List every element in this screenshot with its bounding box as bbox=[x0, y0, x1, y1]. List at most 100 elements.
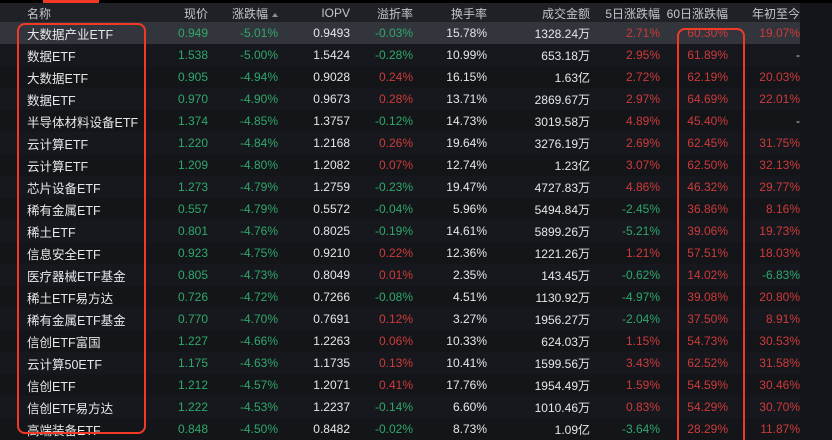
header-cell-d5[interactable]: 5日涨跌幅 bbox=[590, 4, 660, 22]
table-row[interactable]: 云计算50ETF 1.175 -4.63% 1.1735 0.13% 10.41% 1599… bbox=[0, 352, 800, 374]
table-row[interactable]: 信创ETF易方达 1.222 -4.53% 1.2237 -0.14% 6.60% 1010… bbox=[0, 396, 800, 418]
cell-ytd: 20.80% bbox=[759, 290, 800, 304]
table-row[interactable]: 稀土ETF易方达 0.726 -4.72% 0.7266 -0.08% 4.51% 1130… bbox=[0, 286, 800, 308]
cell-name[interactable]: 信息安全ETF bbox=[27, 247, 101, 262]
cell-iopv: 1.2759 bbox=[313, 180, 350, 194]
table-row[interactable]: 信息安全ETF 0.923 -4.75% 0.9210 0.22% 12.36% 1221.… bbox=[0, 242, 800, 264]
cell-ytd: 30.53% bbox=[759, 334, 800, 348]
cell-name[interactable]: 稀有金属ETF bbox=[27, 203, 101, 218]
cell-d5: 3.43% bbox=[625, 356, 660, 370]
cell-d5: 1.15% bbox=[625, 334, 660, 348]
cell-premium: 0.13% bbox=[378, 356, 413, 370]
cell-turnover: 10.41% bbox=[446, 356, 487, 370]
cell-amount: 1954.49万 bbox=[534, 378, 590, 393]
cell-ytd: 22.01% bbox=[759, 92, 800, 106]
header-cell-iopv[interactable]: IOPV bbox=[278, 5, 350, 20]
table-row[interactable]: 稀有金属ETF基金 0.770 -4.70% 0.7691 0.12% 3.27% 1956… bbox=[0, 308, 800, 330]
header-cell-d60[interactable]: 60日涨跌幅 bbox=[660, 4, 728, 22]
cell-name[interactable]: 稀土ETF bbox=[27, 225, 76, 240]
cell-d60: 45.40% bbox=[687, 114, 728, 128]
cell-iopv: 1.2082 bbox=[313, 158, 350, 172]
cell-premium: 0.07% bbox=[378, 158, 413, 172]
cell-amount: 2869.67万 bbox=[534, 92, 590, 107]
table-row[interactable]: 数据ETF 0.970 -4.90% 0.9673 0.28% 13.71% 2869.67… bbox=[0, 88, 800, 110]
header-cell-ytd[interactable]: 年初至今 bbox=[728, 4, 800, 22]
cell-price: 1.538 bbox=[177, 48, 208, 62]
cell-change: -4.79% bbox=[239, 180, 278, 194]
cell-premium: -0.04% bbox=[374, 202, 413, 216]
cell-iopv: 1.3757 bbox=[313, 114, 350, 128]
annotation-top-red-mark bbox=[43, 0, 99, 3]
table-row[interactable]: 芯片设备ETF 1.273 -4.79% 1.2759 -0.23% 19.47% 4727… bbox=[0, 176, 800, 198]
cell-turnover: 4.51% bbox=[452, 290, 487, 304]
header-cell-amount[interactable]: 成交金额 bbox=[487, 4, 590, 22]
cell-price: 0.726 bbox=[177, 290, 208, 304]
cell-name[interactable]: 云计算ETF bbox=[27, 137, 89, 152]
cell-name[interactable]: 稀有金属ETF基金 bbox=[27, 313, 126, 328]
cell-name[interactable]: 信创ETF易方达 bbox=[27, 401, 114, 416]
cell-name[interactable]: 数据ETF bbox=[27, 93, 76, 108]
table-row[interactable]: 高端装备ETF 0.848 -4.50% 0.8482 -0.02% 8.73% 1.09亿… bbox=[0, 418, 800, 440]
table-row[interactable]: 大数据ETF 0.905 -4.94% 0.9028 0.24% 16.15% 1.63亿 2… bbox=[0, 66, 800, 88]
cell-change: -4.75% bbox=[239, 246, 278, 260]
cell-name[interactable]: 云计算50ETF bbox=[27, 357, 103, 372]
header-cell-name[interactable]: 名称 bbox=[0, 4, 150, 22]
cell-ytd: 30.46% bbox=[759, 378, 800, 392]
cell-d60: 54.59% bbox=[687, 378, 728, 392]
cell-ytd: 18.03% bbox=[759, 246, 800, 260]
cell-iopv: 0.7266 bbox=[313, 290, 350, 304]
cell-d60: 39.08% bbox=[687, 290, 728, 304]
cell-amount: 624.03万 bbox=[541, 334, 590, 349]
cell-amount: 1.63亿 bbox=[554, 70, 590, 85]
cell-name[interactable]: 信创ETF富国 bbox=[27, 335, 101, 350]
cell-name[interactable]: 医疗器械ETF基金 bbox=[27, 269, 126, 284]
cell-name[interactable]: 大数据产业ETF bbox=[27, 27, 114, 42]
cell-ytd: - bbox=[796, 48, 800, 62]
cell-change: -4.73% bbox=[239, 268, 278, 282]
table-row[interactable]: 信创ETF 1.212 -4.57% 1.2071 0.41% 17.76% 1954.49… bbox=[0, 374, 800, 396]
cell-turnover: 19.64% bbox=[446, 136, 487, 150]
cell-iopv: 0.8025 bbox=[313, 224, 350, 238]
table-row[interactable]: 信创ETF富国 1.227 -4.66% 1.2263 0.06% 10.33% 624.0… bbox=[0, 330, 800, 352]
cell-name[interactable]: 数据ETF bbox=[27, 49, 76, 64]
cell-change: -4.76% bbox=[239, 224, 278, 238]
cell-name[interactable]: 信创ETF bbox=[27, 379, 76, 394]
cell-premium: 0.26% bbox=[378, 136, 413, 150]
top-strip bbox=[0, 0, 832, 3]
cell-ytd: 11.87% bbox=[760, 422, 800, 436]
table-row[interactable]: 数据ETF 1.538 -5.00% 1.5424 -0.28% 10.99% 653.18… bbox=[0, 44, 800, 66]
cell-price: 0.905 bbox=[177, 70, 208, 84]
cell-name[interactable]: 芯片设备ETF bbox=[27, 181, 101, 196]
header-cell-price[interactable]: 现价 bbox=[150, 4, 208, 22]
header-label-d5: 5日涨跌幅 bbox=[605, 6, 660, 21]
table-row[interactable]: 云计算ETF 1.209 -4.80% 1.2082 0.07% 12.74% 1.23亿 3… bbox=[0, 154, 800, 176]
table-row[interactable]: 医疗器械ETF基金 0.805 -4.73% 0.8049 0.01% 2.35% 143.… bbox=[0, 264, 800, 286]
cell-ytd: 20.03% bbox=[759, 70, 800, 84]
cell-price: 0.770 bbox=[177, 312, 208, 326]
table-row[interactable]: 云计算ETF 1.220 -4.84% 1.2168 0.26% 19.64% 3276.1… bbox=[0, 132, 800, 154]
cell-d60: 64.69% bbox=[687, 92, 728, 106]
cell-name[interactable]: 半导体材料设备ETF bbox=[27, 115, 139, 130]
header-cell-turnover[interactable]: 换手率 bbox=[413, 4, 487, 22]
cell-name[interactable]: 高端装备ETF bbox=[27, 423, 101, 438]
cell-iopv: 1.5424 bbox=[313, 48, 350, 62]
table-row[interactable]: 稀土ETF 0.801 -4.76% 0.8025 -0.19% 14.61% 5899.2… bbox=[0, 220, 800, 242]
header-cell-change[interactable]: 涨跌幅 bbox=[208, 4, 278, 22]
table-row[interactable]: 稀有金属ETF 0.557 -4.79% 0.5572 -0.04% 5.96% 5494.… bbox=[0, 198, 800, 220]
cell-ytd: 29.77% bbox=[759, 180, 800, 194]
cell-iopv: 1.2263 bbox=[313, 334, 350, 348]
cell-change: -4.79% bbox=[239, 202, 278, 216]
cell-price: 1.273 bbox=[177, 180, 208, 194]
header-cell-premium[interactable]: 溢折率 bbox=[350, 4, 413, 22]
cell-turnover: 12.36% bbox=[446, 246, 487, 260]
cell-amount: 1130.92万 bbox=[535, 290, 591, 305]
cell-name[interactable]: 大数据ETF bbox=[27, 71, 89, 86]
cell-name[interactable]: 云计算ETF bbox=[27, 159, 89, 174]
cell-d60: 62.50% bbox=[687, 158, 728, 172]
cell-change: -4.50% bbox=[239, 422, 278, 436]
cell-change: -4.70% bbox=[239, 312, 278, 326]
table-row[interactable]: 半导体材料设备ETF 1.374 -4.85% 1.3757 -0.12% 14.73% 3… bbox=[0, 110, 800, 132]
table-row[interactable]: 大数据产业ETF 0.949 -5.01% 0.9493 -0.03% 15.78% 132… bbox=[0, 22, 800, 44]
cell-name[interactable]: 稀土ETF易方达 bbox=[27, 291, 114, 306]
